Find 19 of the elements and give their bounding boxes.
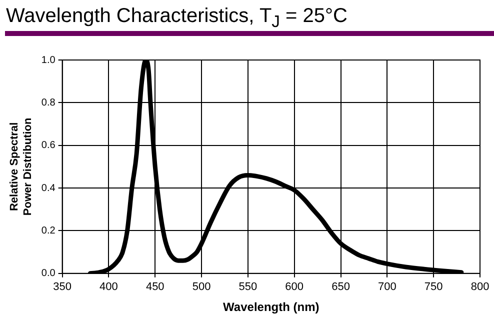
y-tick-label: 0.8 bbox=[41, 97, 56, 108]
x-tick-label: 700 bbox=[378, 281, 396, 294]
x-tick-label: 650 bbox=[332, 281, 350, 294]
x-tick-label: 550 bbox=[238, 281, 258, 294]
x-tick-label: 600 bbox=[285, 281, 304, 294]
x-tick-label: 450 bbox=[146, 281, 164, 294]
y-axis-title: Relative Spectral Power Distribution bbox=[8, 118, 34, 216]
x-axis-title: Wavelength (nm) bbox=[223, 300, 320, 314]
x-tick-label: 350 bbox=[53, 281, 72, 294]
x-tick-label: 500 bbox=[192, 281, 211, 294]
y-tick-label: 0.2 bbox=[41, 225, 56, 236]
x-tick-label: 400 bbox=[100, 281, 118, 294]
x-tick-label: 750 bbox=[424, 281, 443, 294]
chart-title: Wavelength Characteristics, T$_{J}$ = 25°C bbox=[5, 4, 348, 31]
y-tick-label: 1.0 bbox=[41, 54, 56, 66]
y-tick-label: 0.0 bbox=[41, 268, 56, 280]
y-tick-label: 0.6 bbox=[41, 140, 56, 152]
x-tick-label: 800 bbox=[470, 281, 490, 294]
y-tick-label: 0.4 bbox=[41, 182, 56, 194]
